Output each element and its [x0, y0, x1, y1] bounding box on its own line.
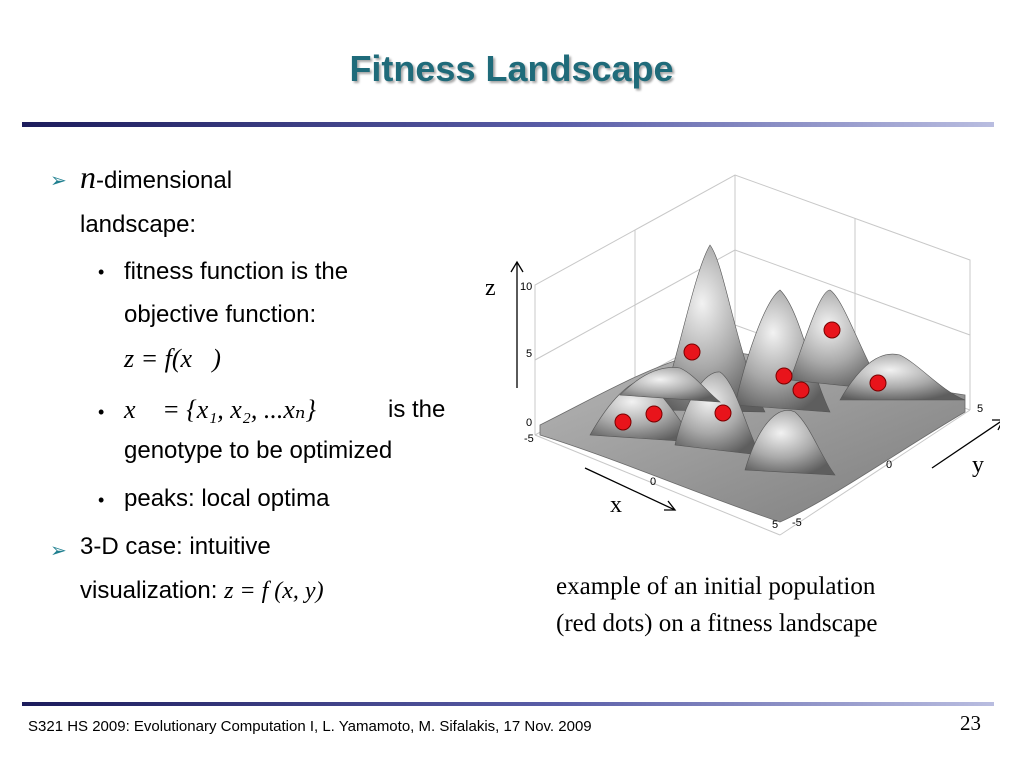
arrow-bullet-icon: ➢ [50, 170, 67, 192]
population-dot [683, 343, 701, 361]
figure-caption-line-1: example of an initial population [556, 573, 876, 600]
bullet-2-text: visualization: [80, 577, 218, 604]
z-tick: 5 [526, 348, 532, 360]
fitness-landscape-figure: z 10 5 0 -5 0 5 -5 0 5 x y [485, 174, 1000, 536]
sub-bullet-2-text: is the [388, 396, 446, 423]
title-divider [22, 122, 994, 127]
x-tick: 5 [772, 519, 778, 531]
sub-bullet-2-line-2: genotype to be optimized [124, 437, 393, 464]
x-axis-label: x [610, 492, 622, 518]
bullet-1-text: -dimensional [96, 167, 233, 194]
population-dot [775, 367, 793, 385]
z-tick: 10 [520, 281, 532, 293]
y-axis-arrow [931, 419, 1000, 469]
slide-title: Fitness Landscape [349, 48, 674, 89]
bullet-2-line-1: 3-D case: intuitive [80, 533, 271, 560]
dot-bullet-icon: • [98, 402, 105, 422]
bullet-2-line-2: visualization: z = f (x, y) [80, 576, 324, 606]
landscape-peaks [589, 244, 966, 476]
arrow-bullet-icon: ➢ [50, 540, 67, 562]
population-dot [823, 321, 841, 339]
population-dot [869, 374, 887, 392]
n-variable: n [80, 159, 96, 195]
y-tick: 5 [977, 403, 983, 415]
population-dot [614, 413, 632, 431]
genotype-vector-formula: x⃗ = {x₁, x₂, ...xₙ} [124, 395, 316, 424]
dot-bullet-icon: • [98, 490, 105, 510]
sub-bullet-3: peaks: local optima [124, 485, 330, 512]
sub-bullet-1-line-1: fitness function is the [124, 258, 349, 285]
x-tick: -5 [524, 433, 534, 445]
z-axis-arrow [510, 260, 524, 388]
bullet-1-line-1: n-dimensional [80, 159, 233, 196]
x-axis-arrow [584, 467, 677, 511]
visualization-formula: z = f (x, y) [224, 578, 324, 604]
page-number: 23 [960, 711, 981, 735]
z-tick: 0 [526, 417, 532, 429]
y-tick: 0 [886, 459, 892, 471]
bullet-1-line-2: landscape: [80, 211, 197, 238]
footer-divider [22, 702, 994, 706]
fitness-function-formula: z = f(x⃗) [124, 344, 221, 373]
sub-bullet-1-line-2: objective function: [124, 301, 317, 328]
population-dot [792, 381, 810, 399]
dot-bullet-icon: • [98, 262, 105, 282]
y-tick: -5 [792, 517, 802, 529]
population-dots [614, 321, 887, 431]
footer-text: S321 HS 2009: Evolutionary Computation I… [28, 718, 592, 735]
y-axis-label: y [972, 452, 984, 478]
x-tick: 0 [650, 476, 656, 488]
population-dot [645, 405, 663, 423]
z-axis-label: z [485, 275, 496, 301]
figure-caption-line-2: (red dots) on a fitness landscape [556, 610, 878, 637]
population-dot [714, 404, 732, 422]
